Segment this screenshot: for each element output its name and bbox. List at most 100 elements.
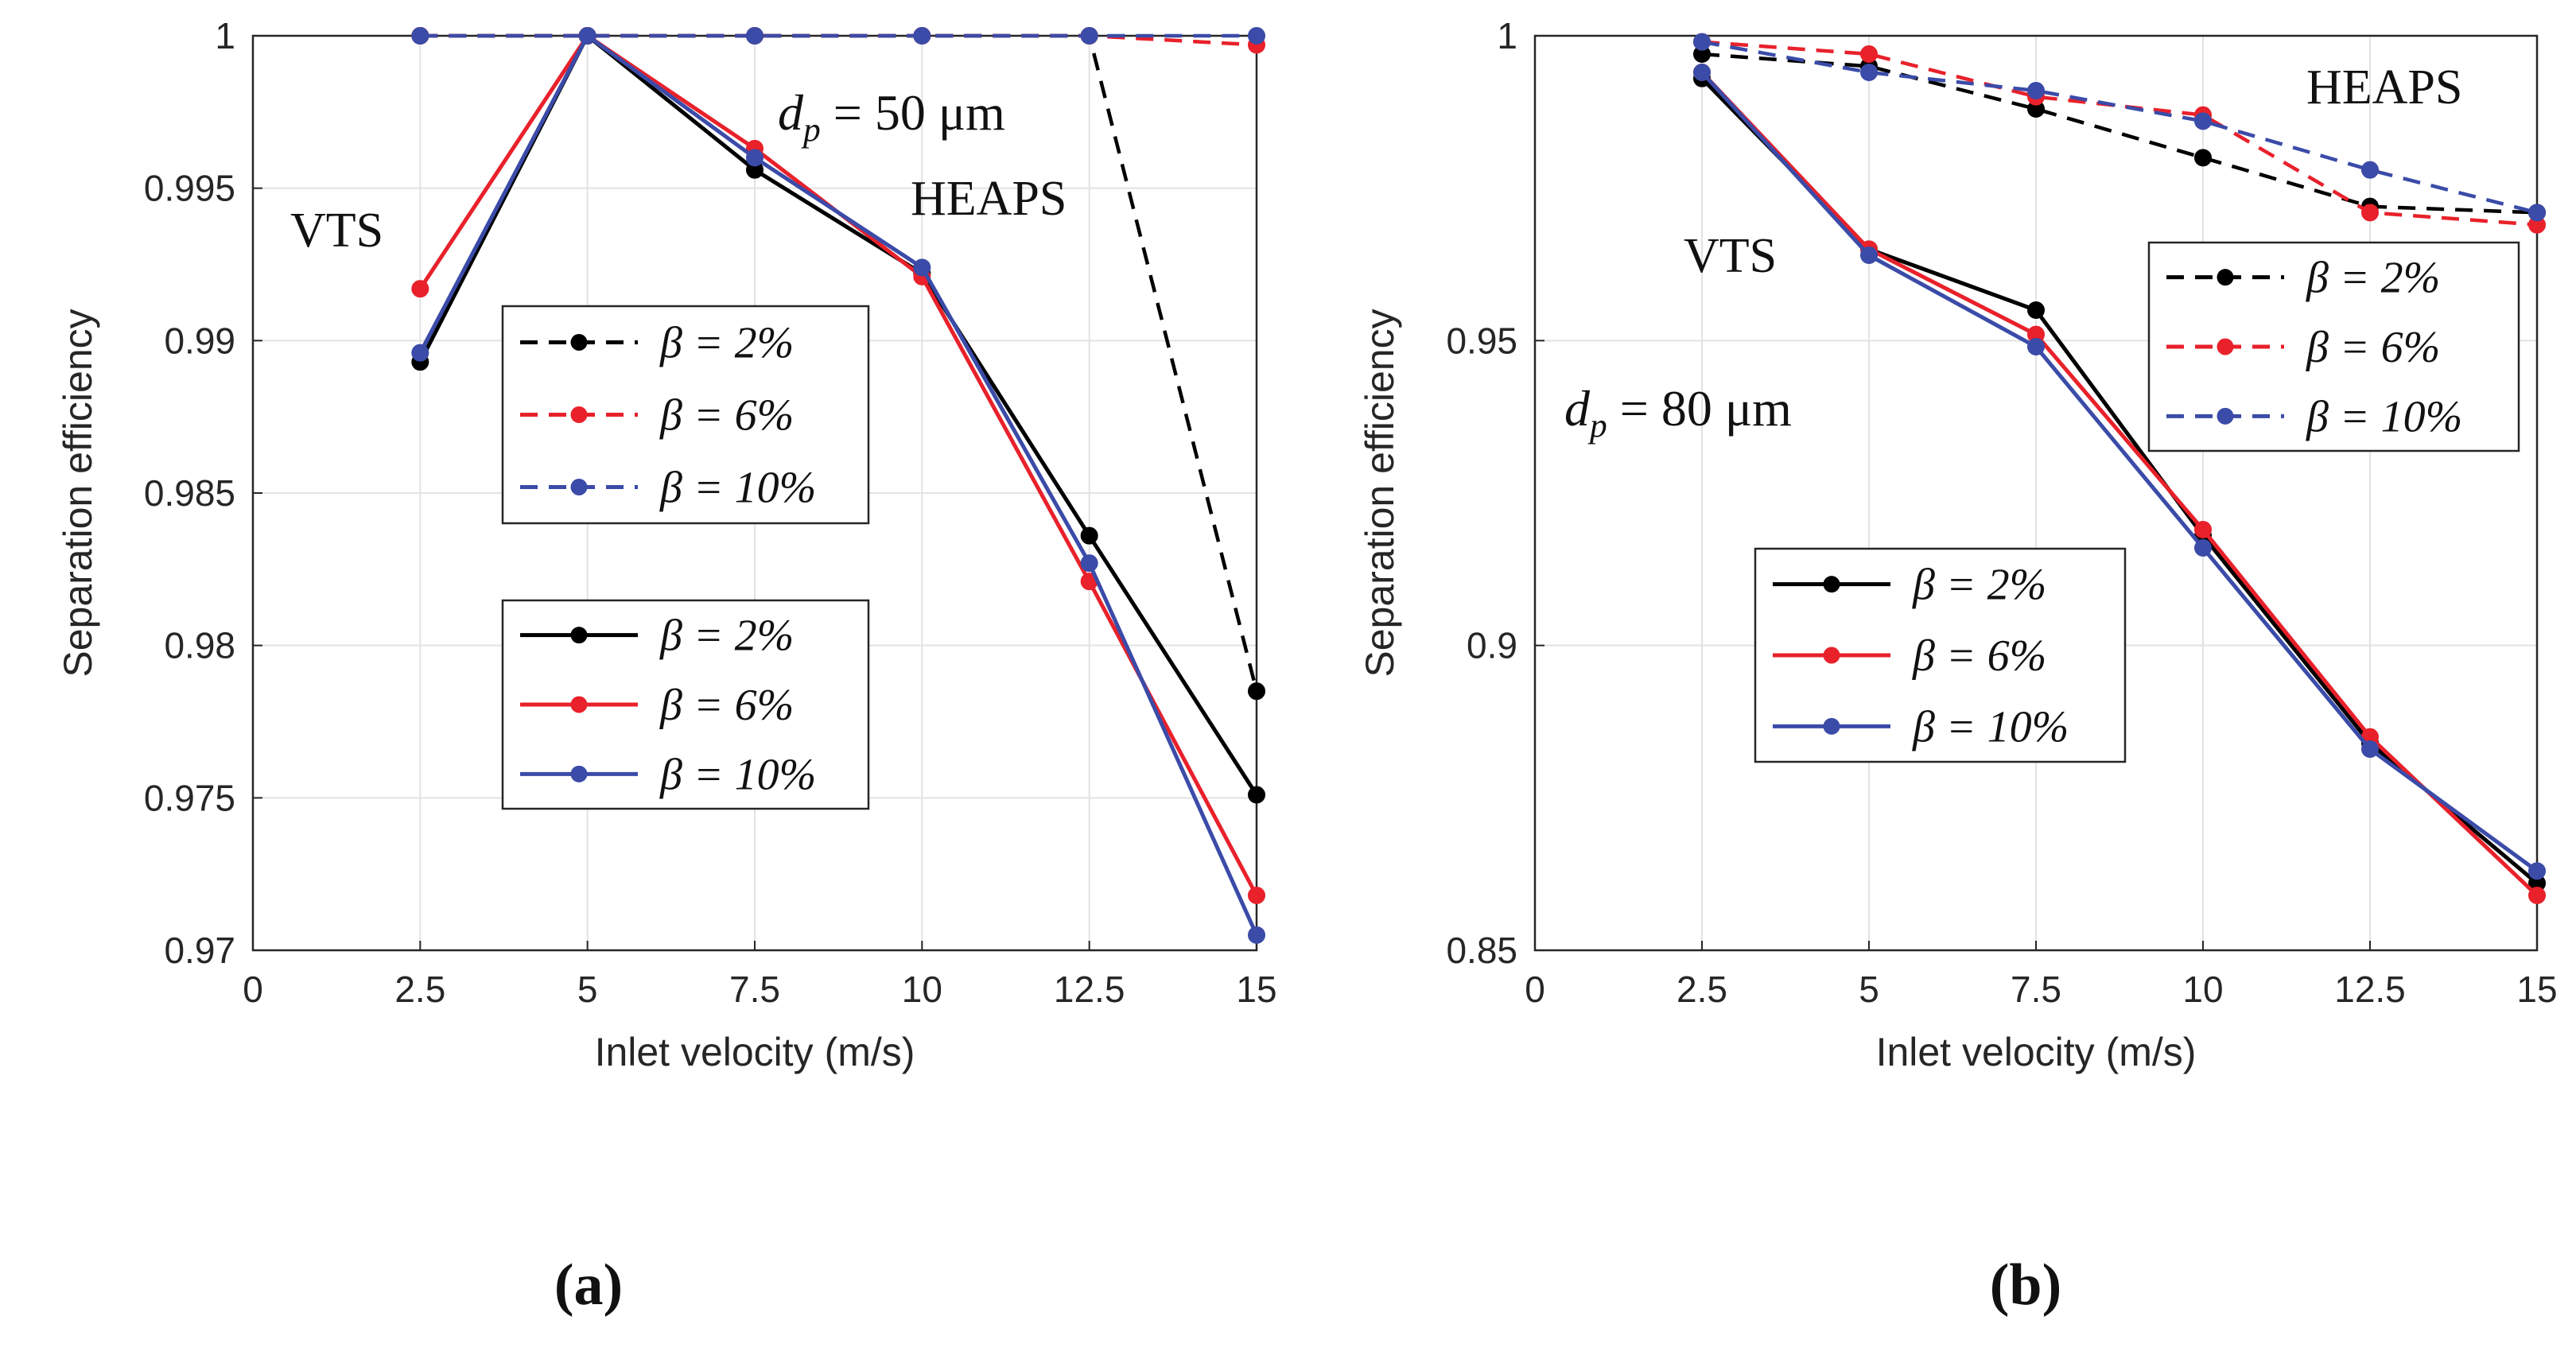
x-tick-label: 0: [243, 969, 263, 1010]
legend-label: β = 6%: [659, 681, 794, 730]
data-point: [2027, 82, 2045, 99]
x-tick-label: 15: [2516, 969, 2557, 1010]
y-tick-label: 0.995: [144, 168, 235, 209]
y-tick-label: 0.9: [1467, 625, 1517, 666]
y-tick-label: 0.95: [1446, 320, 1517, 361]
x-tick-label: 7.5: [2011, 969, 2061, 1010]
data-point: [746, 27, 763, 45]
legend-marker: [570, 406, 588, 423]
x-tick-label: 10: [2182, 969, 2223, 1010]
data-point: [2027, 338, 2045, 355]
legend-label: β = 10%: [2306, 392, 2462, 441]
data-point: [2194, 112, 2212, 130]
legend-label: β = 2%: [2306, 254, 2440, 303]
legend-marker: [2217, 338, 2234, 355]
legend-label: β = 10%: [1912, 702, 2069, 751]
series-line-vts-1: [1700, 71, 2539, 897]
annotation-symbol: d: [1564, 380, 1591, 437]
data-point: [1080, 27, 1098, 45]
legend-marker: [1823, 717, 1840, 735]
x-tick-label: 12.5: [2334, 969, 2406, 1010]
data-point: [1248, 786, 1265, 804]
data-point: [746, 149, 763, 167]
annotation-0: VTS: [1684, 229, 1777, 283]
data-point: [2528, 887, 2546, 904]
annotation-1: HEAPS: [911, 172, 1067, 226]
data-point: [2194, 539, 2212, 557]
x-axis-label: Inlet velocity (m/s): [595, 1030, 915, 1074]
y-tick-label: 0.99: [164, 320, 235, 361]
series-line-heaps-1: [1701, 40, 2538, 227]
legend-label: β = 6%: [2306, 323, 2440, 372]
series-line-vts-2: [1700, 71, 2539, 873]
data-point: [2361, 740, 2379, 758]
annotation-subscript: p: [801, 111, 821, 149]
legend-marker: [570, 765, 588, 782]
legend-label: β = 2%: [1912, 561, 2046, 610]
y-tick-label: 1: [1497, 15, 1517, 56]
legend-label: β = 2%: [659, 319, 794, 368]
x-tick-label: 12.5: [1054, 969, 1125, 1010]
data-point: [1860, 247, 1878, 264]
data-point: [578, 27, 596, 45]
data-point: [1080, 554, 1098, 573]
legend-label: β = 6%: [659, 391, 794, 441]
y-tick-label: 0.97: [164, 930, 235, 971]
x-axis-label: Inlet velocity (m/s): [1876, 1030, 2197, 1074]
y-tick-label: 0.985: [144, 472, 235, 514]
x-tick-label: 5: [1859, 969, 1879, 1010]
legend-marker: [570, 479, 588, 495]
legend-heaps: β = 2% β = 6% β = 10%: [501, 305, 870, 525]
data-point: [1248, 887, 1265, 904]
chart-panel-a: 0 2.5 5 7.5 10 12.5 15 0.97 0.975 0.98 0.985 0.99 0.…: [56, 15, 1277, 1318]
data-point: [411, 280, 429, 298]
data-point: [2194, 149, 2212, 167]
data-point: [1693, 33, 1711, 51]
legend-marker: [2217, 407, 2234, 425]
legend-label: β = 2%: [659, 612, 794, 661]
data-point: [1248, 682, 1265, 701]
y-tick-label: 0.85: [1446, 930, 1517, 971]
data-point: [2361, 161, 2379, 179]
x-tick-label: 7.5: [729, 969, 780, 1010]
data-point: [1080, 526, 1098, 545]
series-line-vts-2: [418, 33, 1259, 936]
legend-marker: [1823, 647, 1840, 664]
data-point: [1860, 45, 1878, 63]
legend-label: β = 10%: [659, 464, 816, 513]
data-point: [411, 344, 429, 362]
data-point: [2528, 862, 2546, 880]
panel-label: (a): [554, 1252, 623, 1318]
annotation-rest: = 50 μm: [821, 84, 1005, 141]
data-point: [1860, 64, 1878, 81]
legend-marker: [570, 696, 588, 713]
data-point: [2528, 204, 2546, 222]
legend-vts: β = 2% β = 6% β = 10%: [1754, 547, 2127, 763]
annotation-2: dp = 50 μm: [778, 84, 1005, 149]
legend-marker: [1823, 576, 1840, 593]
y-axis-label: Separation efficiency: [1358, 309, 1402, 677]
x-tick-label: 2.5: [1677, 969, 1727, 1010]
x-tick-label: 15: [1236, 969, 1276, 1010]
annotation-symbol: d: [778, 84, 804, 141]
annotation-1: HEAPS: [2306, 60, 2462, 115]
data-point: [411, 27, 429, 45]
data-point: [2361, 204, 2379, 222]
y-axis-label: Separation efficiency: [56, 309, 100, 677]
data-point: [2027, 301, 2045, 319]
annotation-0: VTS: [290, 204, 383, 258]
data-point: [913, 258, 931, 277]
axes-frame: [1533, 34, 2539, 952]
legend-marker: [570, 334, 588, 351]
data-point: [913, 27, 931, 45]
x-tick-label: 5: [577, 969, 598, 1010]
y-tick-label: 1: [215, 15, 235, 56]
legend-label: β = 6%: [1912, 631, 2046, 681]
legend-vts: β = 2% β = 6% β = 10%: [501, 599, 870, 810]
annotation-2: dp = 80 μm: [1564, 380, 1792, 445]
legend-marker: [570, 627, 588, 644]
y-tick-label: 0.98: [164, 625, 235, 666]
legend-label: β = 10%: [659, 750, 816, 799]
legend-heaps: β = 2% β = 6% β = 10%: [2147, 241, 2520, 452]
